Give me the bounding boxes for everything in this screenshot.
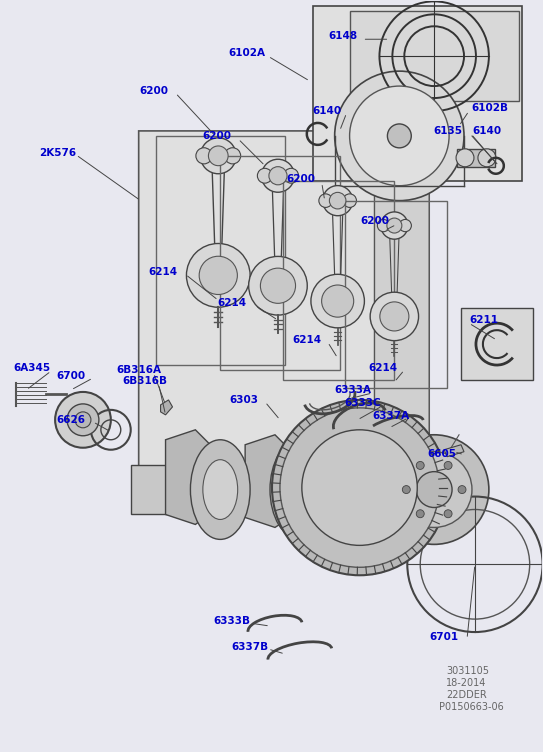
- Text: 6333C: 6333C: [345, 398, 381, 408]
- Text: 6B316B: 6B316B: [123, 376, 168, 386]
- Circle shape: [186, 244, 250, 308]
- Text: 6140: 6140: [472, 126, 501, 136]
- Text: 6333A: 6333A: [334, 385, 371, 395]
- Text: 6700: 6700: [56, 371, 85, 381]
- Text: 6140: 6140: [313, 106, 342, 116]
- Circle shape: [319, 194, 332, 208]
- Text: 6214: 6214: [292, 335, 321, 345]
- Circle shape: [416, 472, 452, 508]
- Circle shape: [323, 186, 353, 216]
- Ellipse shape: [282, 459, 317, 520]
- Circle shape: [399, 220, 412, 232]
- Circle shape: [199, 256, 237, 295]
- Text: 6102B: 6102B: [471, 103, 508, 113]
- Text: 6214: 6214: [217, 299, 247, 308]
- Bar: [313, 6, 522, 180]
- Circle shape: [257, 168, 272, 183]
- Circle shape: [343, 194, 356, 208]
- Polygon shape: [375, 81, 429, 510]
- Circle shape: [196, 147, 212, 164]
- Circle shape: [380, 435, 489, 544]
- Text: 3031105: 3031105: [446, 666, 489, 676]
- Circle shape: [249, 256, 307, 315]
- Bar: [345, 201, 447, 388]
- Bar: [131, 465, 191, 514]
- Bar: [461, 308, 533, 380]
- Polygon shape: [444, 444, 464, 456]
- Circle shape: [262, 159, 294, 193]
- Circle shape: [269, 167, 287, 185]
- Circle shape: [311, 274, 364, 328]
- Polygon shape: [161, 400, 173, 415]
- Text: 6200: 6200: [361, 216, 389, 226]
- Text: 22DDER: 22DDER: [446, 690, 487, 700]
- Circle shape: [225, 147, 241, 164]
- Polygon shape: [166, 430, 215, 524]
- Text: 6333B: 6333B: [213, 616, 250, 626]
- Circle shape: [334, 71, 464, 201]
- Circle shape: [272, 400, 447, 575]
- Circle shape: [387, 124, 411, 148]
- Circle shape: [209, 146, 228, 165]
- Ellipse shape: [203, 459, 238, 520]
- Bar: [350, 11, 519, 101]
- Text: 18-2014: 18-2014: [446, 678, 487, 688]
- Text: 6214: 6214: [149, 268, 178, 277]
- Circle shape: [75, 412, 91, 428]
- Ellipse shape: [270, 440, 330, 539]
- Circle shape: [380, 302, 409, 331]
- Text: 6211: 6211: [469, 315, 498, 325]
- Circle shape: [302, 430, 417, 545]
- Circle shape: [402, 486, 411, 493]
- Bar: [156, 136, 285, 365]
- Polygon shape: [138, 81, 429, 510]
- Circle shape: [444, 462, 452, 469]
- Bar: [457, 149, 495, 167]
- Text: 6B316A: 6B316A: [117, 365, 162, 375]
- Circle shape: [478, 149, 496, 167]
- Text: 2K576: 2K576: [39, 148, 77, 158]
- Bar: [220, 156, 340, 370]
- Circle shape: [396, 452, 472, 527]
- Circle shape: [330, 443, 419, 532]
- Circle shape: [458, 486, 466, 493]
- Circle shape: [377, 220, 390, 232]
- Text: 6A345: 6A345: [14, 363, 50, 373]
- Ellipse shape: [191, 440, 250, 539]
- Circle shape: [321, 285, 353, 317]
- Circle shape: [200, 138, 236, 174]
- Text: 6626: 6626: [56, 415, 85, 425]
- Text: 6148: 6148: [329, 32, 358, 41]
- Circle shape: [261, 268, 295, 303]
- Text: 6605: 6605: [427, 449, 456, 459]
- Circle shape: [416, 462, 424, 469]
- Circle shape: [381, 212, 408, 239]
- Text: P0150663-06: P0150663-06: [439, 702, 504, 712]
- Circle shape: [350, 86, 449, 186]
- Circle shape: [55, 392, 111, 447]
- Text: 6200: 6200: [286, 174, 315, 183]
- Circle shape: [416, 510, 424, 517]
- Circle shape: [444, 510, 452, 517]
- Circle shape: [456, 149, 474, 167]
- Circle shape: [300, 413, 449, 562]
- Text: 6214: 6214: [369, 363, 397, 373]
- Bar: [283, 180, 394, 380]
- Circle shape: [330, 193, 346, 209]
- Circle shape: [67, 404, 99, 435]
- Text: 6200: 6200: [140, 86, 169, 96]
- Polygon shape: [245, 435, 295, 527]
- Text: 6701: 6701: [429, 632, 458, 642]
- Text: 6200: 6200: [203, 131, 231, 141]
- Text: 6337B: 6337B: [231, 642, 268, 652]
- Circle shape: [284, 168, 299, 183]
- Text: 6135: 6135: [433, 126, 462, 136]
- Text: 6102A: 6102A: [228, 48, 265, 58]
- Circle shape: [370, 293, 419, 341]
- Circle shape: [387, 218, 402, 233]
- Text: 6337A: 6337A: [372, 411, 409, 421]
- Circle shape: [280, 408, 439, 567]
- Text: 6303: 6303: [229, 395, 258, 405]
